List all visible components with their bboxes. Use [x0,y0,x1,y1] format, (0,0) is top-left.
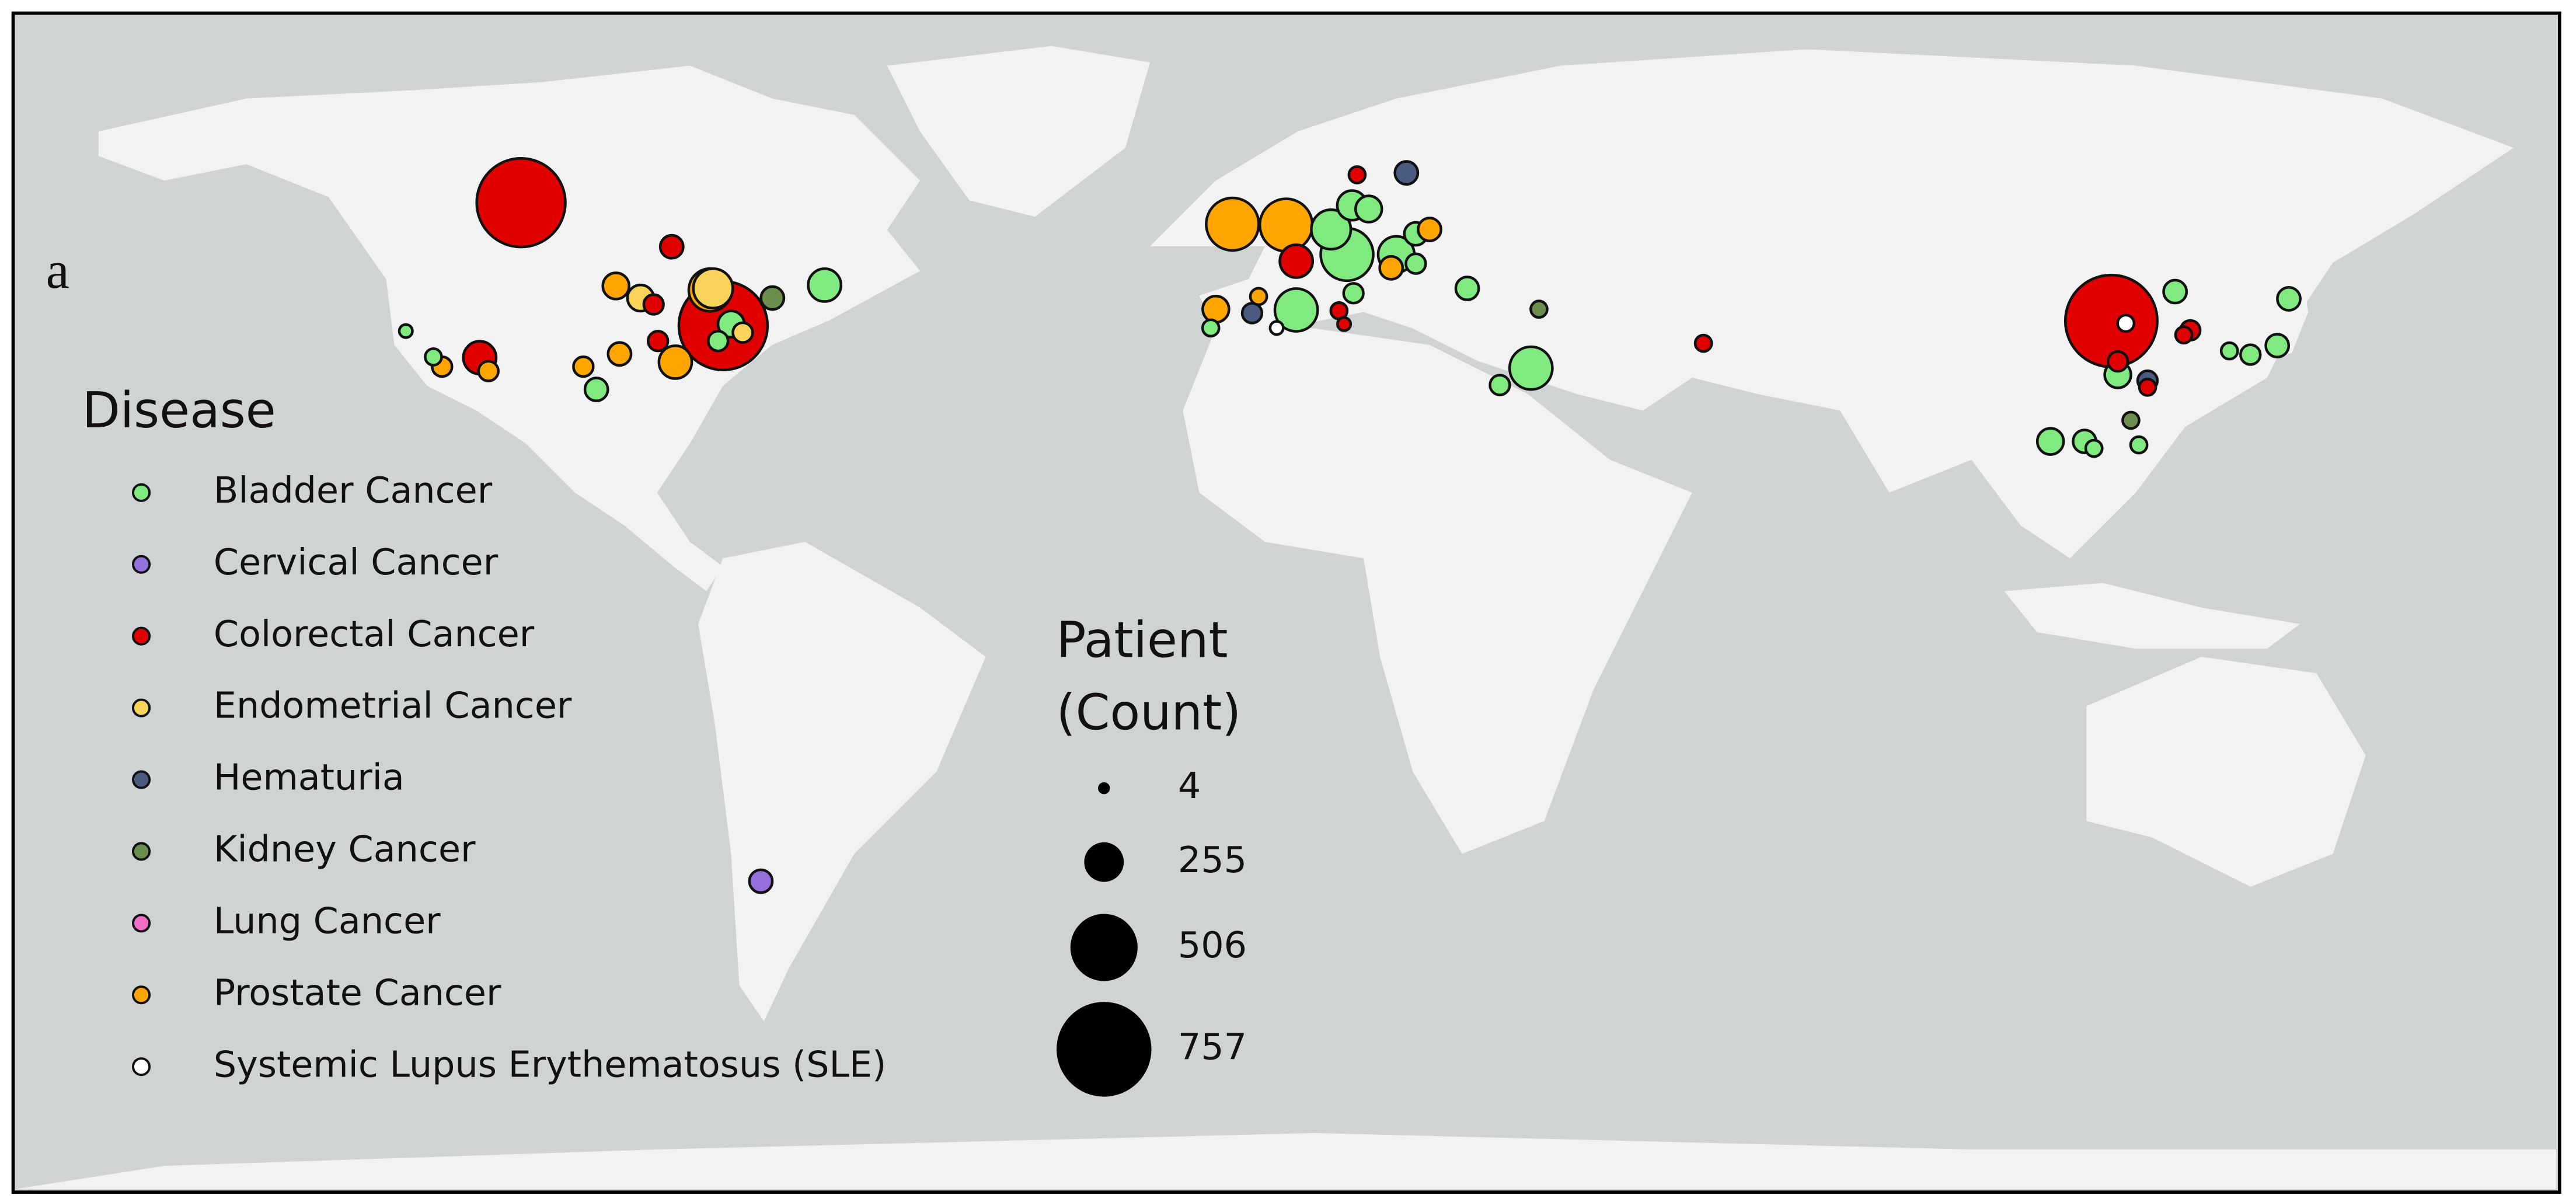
bubble [1378,255,1404,281]
bubble [1529,299,1549,319]
bubble [707,330,730,353]
size-legend-title: Patient [1057,612,1228,669]
bubble [1201,294,1231,324]
legend-marker [131,1057,151,1076]
bubble [398,323,414,339]
bubble [1336,316,1353,332]
bubble [748,868,774,894]
bubble [807,267,843,303]
legend-label: Lung Cancer [214,900,441,942]
africa [1183,328,1692,854]
south-america [698,542,986,1022]
bubble [759,285,786,311]
frame [11,11,2561,1194]
bubble [1508,345,1554,391]
bubble [1268,320,1285,336]
legend-label: Prostate Cancer [214,971,501,1013]
bubble [572,355,595,378]
size-legend-label: 255 [1178,839,1247,881]
bubble [1417,217,1442,242]
legend-marker [131,698,151,717]
bubble [1489,374,1511,396]
bubble [1205,196,1260,252]
bubble [424,347,443,367]
size-legend-label: 4 [1178,765,1201,807]
land [16,46,2557,1189]
bubble [1278,243,1315,279]
eurasia [1150,49,2514,559]
size-legend-label: 506 [1178,924,1247,966]
bubble [606,341,633,367]
bubble [583,377,609,402]
bubble [2106,350,2129,373]
legend-label: Systemic Lupus Erythematosus (SLE) [214,1043,886,1085]
legend-label: Colorectal Cancer [214,613,535,655]
size-legend-marker [1084,842,1124,882]
bubble [2219,341,2239,361]
bubble [1393,160,1420,186]
antarctica [16,1133,2557,1189]
bubble [1347,165,1367,184]
bubble [2129,435,2149,455]
indonesia [2004,583,2300,649]
legend-label: Hematuria [214,757,405,799]
bubble [1404,252,1427,275]
legend-label: Endometrial Cancer [214,685,572,727]
legend-marker [131,555,151,574]
bubble [657,344,693,380]
bubble [2174,325,2194,345]
bubble [2239,343,2262,366]
north-america [98,65,921,591]
bubble [1258,197,1314,253]
legend-marker [131,914,151,933]
legend-marker [131,985,151,1005]
legend-title: Disease [82,382,276,439]
bubble [1342,282,1365,305]
legend-marker [131,483,151,502]
bubble [2138,377,2157,397]
bubble [731,321,754,344]
australia [2086,657,2366,887]
bubble [1273,287,1319,333]
legend-label: Bladder Cancer [214,469,493,511]
legend: Bladder Cancer Cervical Cancer Colorectal … [131,469,1247,1097]
legend-label: Cervical Cancer [214,541,499,583]
size-legend-marker [1057,1002,1152,1097]
size-legend-marker [1098,782,1110,795]
greenland [887,46,1151,217]
bubble [1249,287,1268,306]
size-legend-marker [1070,914,1138,981]
bubble [477,360,500,382]
panel-label: a [46,242,69,299]
bubble [647,330,670,353]
legend-marker [131,626,151,646]
legend-marker [131,770,151,789]
bubble [642,293,665,316]
bubble [2162,278,2188,305]
bubble [2084,438,2104,458]
bubble [475,157,567,249]
bubble [2276,286,2302,312]
bubble [1240,302,1264,325]
bubble [1454,276,1480,301]
bubble [1310,208,1353,251]
size-legend-label: 757 [1178,1026,1247,1068]
bubble [2116,313,2136,333]
legend-label: Kidney Cancer [214,828,476,870]
bubble [1354,194,1383,224]
bubble [1201,318,1221,338]
bubble [2264,333,2291,358]
bubble [692,267,734,310]
bubble [2121,410,2141,430]
bubble [658,234,685,260]
bubble [601,271,630,301]
size-legend-title: (Count) [1057,684,1242,741]
bubbles [398,157,2302,894]
bubble [2035,427,2065,456]
legend-marker [131,842,151,861]
bubble [1693,333,1713,353]
